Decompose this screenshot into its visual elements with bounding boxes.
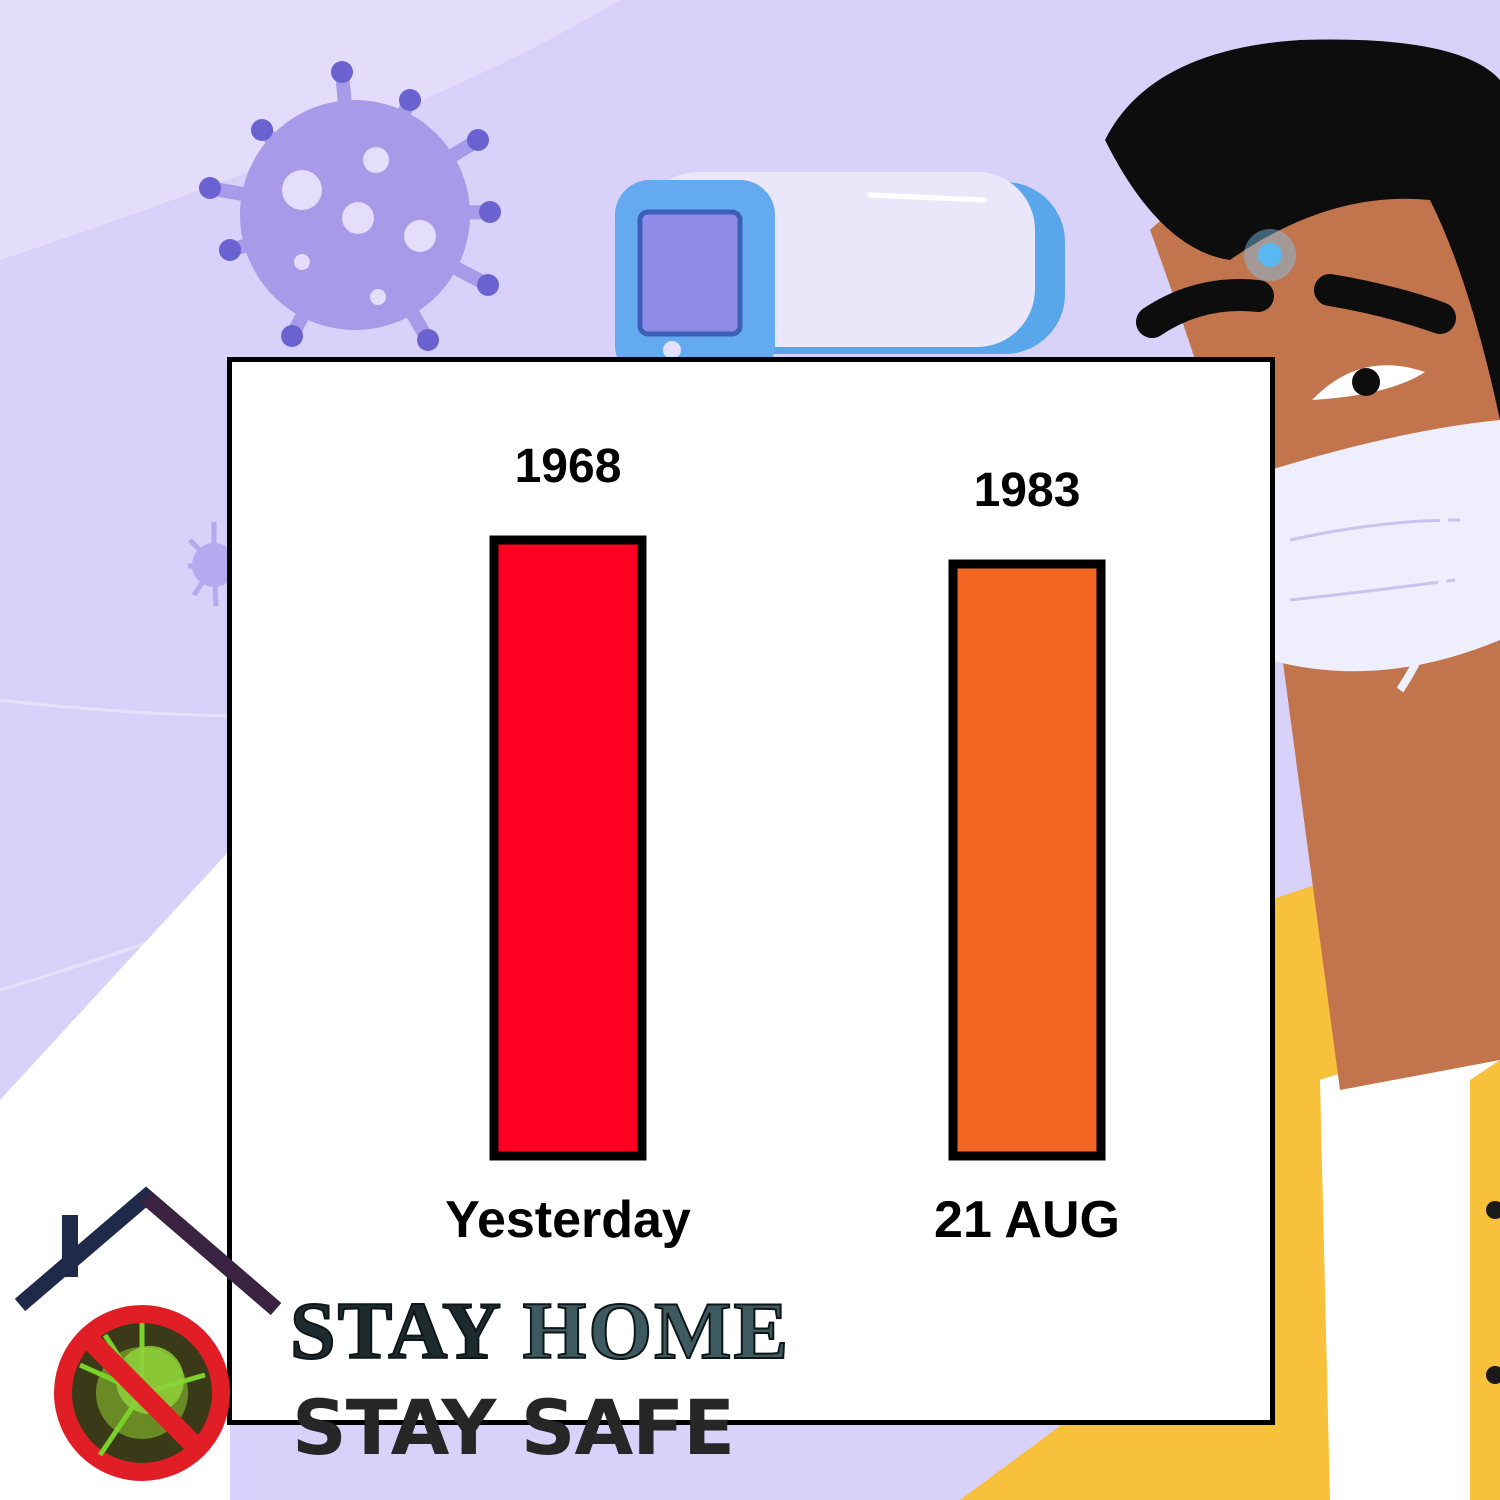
bar-chart: 1968 Yesterday 1983 21 AUG	[445, 440, 1120, 1249]
small-virus-icon	[187, 522, 236, 607]
person-illustration	[960, 39, 1500, 1500]
data-label: 1983	[974, 464, 1081, 517]
bar-21-aug	[948, 559, 1106, 1161]
home-word: HOME	[522, 1285, 791, 1376]
virus-icon	[199, 61, 501, 351]
stay-home-text: STAY HOME	[289, 1289, 790, 1373]
chart-panel: 1968 Yesterday 1983 21 AUG	[227, 357, 1275, 1425]
stay-home-logo	[14, 1186, 282, 1481]
category-label: 21 AUG	[934, 1191, 1120, 1249]
thermometer-icon	[615, 172, 1065, 380]
no-virus-icon	[54, 1305, 230, 1481]
stay-word: STAY	[289, 1285, 501, 1376]
house-roof-icon	[14, 1186, 282, 1316]
bar-yesterday	[489, 535, 647, 1161]
category-label: Yesterday	[445, 1191, 691, 1249]
stay-safe-text: STAY SAFE	[292, 1383, 735, 1472]
data-label: 1968	[515, 440, 622, 493]
